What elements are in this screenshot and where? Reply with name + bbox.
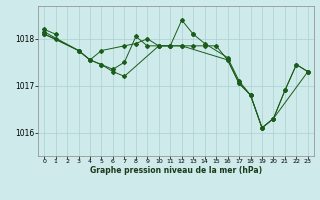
X-axis label: Graphe pression niveau de la mer (hPa): Graphe pression niveau de la mer (hPa) bbox=[90, 166, 262, 175]
